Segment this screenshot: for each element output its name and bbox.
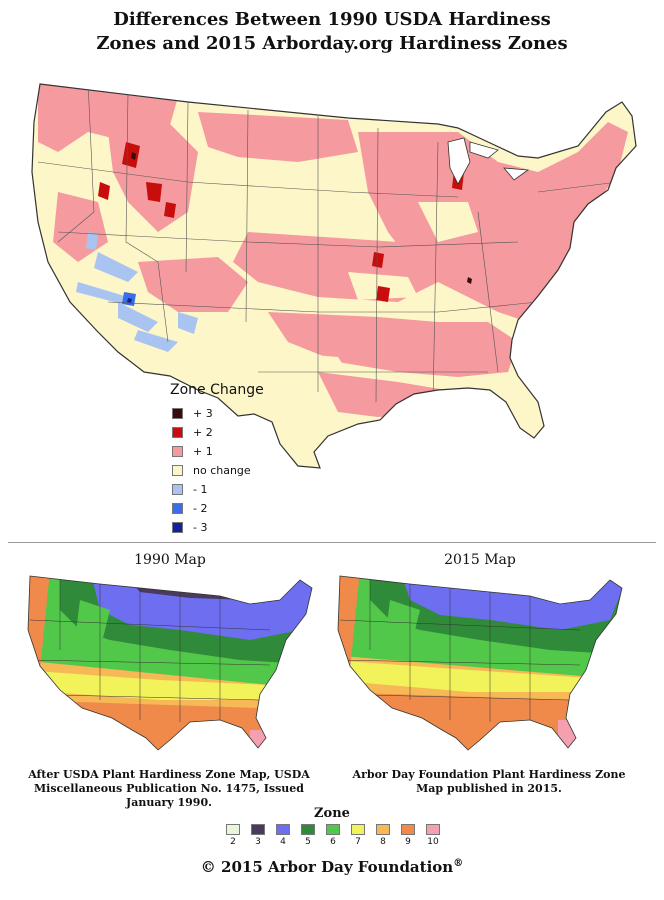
zone-label: 9: [405, 837, 411, 847]
zone-item-3: 3: [247, 824, 269, 847]
zone-swatch: [301, 824, 315, 835]
zone-label: 4: [280, 837, 286, 847]
zone-label: 2: [230, 837, 236, 847]
page-title: Differences Between 1990 USDA Hardiness …: [0, 8, 664, 56]
zone-item-7: 7: [347, 824, 369, 847]
map-2015-title: 2015 Map: [444, 552, 516, 568]
zone-label: 5: [305, 837, 311, 847]
zone-swatch: [376, 824, 390, 835]
title-line-1: Differences Between 1990 USDA Hardiness: [113, 9, 551, 30]
legend-item-minus3: - 3: [170, 518, 310, 537]
legend-item-minus2: - 2: [170, 499, 310, 518]
legend-swatch: [172, 503, 183, 514]
zone-item-6: 6: [322, 824, 344, 847]
map-2015: [337, 575, 623, 751]
caption-line: January 1990.: [126, 796, 212, 809]
zone-difference-map: [31, 83, 637, 469]
legend-label: + 3: [193, 407, 213, 420]
zone-legend: 2 3 4 5 6 7 8 9 10: [222, 824, 447, 847]
legend-item-plus3: + 3: [170, 404, 310, 423]
zone-swatch: [276, 824, 290, 835]
zone-swatch: [326, 824, 340, 835]
zone-item-4: 4: [272, 824, 294, 847]
map-2015-caption: Arbor Day Foundation Plant Hardiness Zon…: [334, 768, 644, 796]
zone-label: 10: [427, 837, 439, 847]
legend-swatch: [172, 484, 183, 495]
legend-label: no change: [193, 464, 251, 477]
legend-item-plus2: + 2: [170, 423, 310, 442]
copyright: © 2015 Arbor Day Foundation®: [0, 858, 664, 876]
zone-item-8: 8: [372, 824, 394, 847]
zone-label: 7: [355, 837, 361, 847]
section-divider: [8, 542, 656, 543]
caption-line: Arbor Day Foundation Plant Hardiness Zon…: [352, 768, 626, 781]
legend-title: Zone Change: [170, 382, 264, 398]
map-1990-title: 1990 Map: [134, 552, 206, 568]
caption-line: Map published in 2015.: [416, 782, 562, 795]
legend-swatch: [172, 522, 183, 533]
zone-swatch: [251, 824, 265, 835]
zone-item-10: 10: [422, 824, 444, 847]
legend-label: - 2: [193, 502, 208, 515]
copyright-text: © 2015 Arbor Day Foundation: [200, 858, 454, 876]
zone-item-9: 9: [397, 824, 419, 847]
legend-swatch: [172, 465, 183, 476]
zone-label: 3: [255, 837, 261, 847]
legend-swatch: [172, 446, 183, 457]
title-line-2: Zones and 2015 Arborday.org Hardiness Zo…: [96, 33, 568, 54]
zone-swatch: [351, 824, 365, 835]
legend-item-no-change: no change: [170, 461, 310, 480]
legend-swatch: [172, 427, 183, 438]
zone-item-5: 5: [297, 824, 319, 847]
caption-line: After USDA Plant Hardiness Zone Map, USD…: [28, 768, 310, 781]
zone-swatch: [426, 824, 440, 835]
zone-label: 8: [380, 837, 386, 847]
legend-label: - 3: [193, 521, 208, 534]
map-1990: [27, 575, 313, 751]
registered-mark: ®: [453, 858, 464, 869]
caption-line: Miscellaneous Publication No. 1475, Issu…: [34, 782, 304, 795]
zone-swatch: [401, 824, 415, 835]
legend-item-minus1: - 1: [170, 480, 310, 499]
legend-item-plus1: + 1: [170, 442, 310, 461]
legend-label: + 2: [193, 426, 213, 439]
legend-swatch: [172, 408, 183, 419]
zone-item-2: 2: [222, 824, 244, 847]
legend-label: + 1: [193, 445, 213, 458]
zone-swatch: [226, 824, 240, 835]
map-1990-caption: After USDA Plant Hardiness Zone Map, USD…: [14, 768, 324, 810]
zone-label: 6: [330, 837, 336, 847]
legend-label: - 1: [193, 483, 208, 496]
zone-legend-title: Zone: [314, 806, 350, 821]
zone-change-legend: Zone Change + 3 + 2 + 1 no change - 1 - …: [170, 382, 310, 537]
